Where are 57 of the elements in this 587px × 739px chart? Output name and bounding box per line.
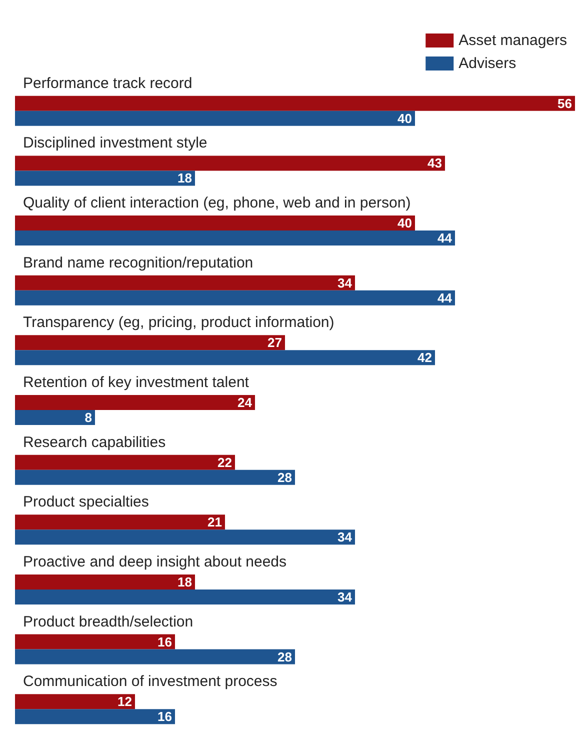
legend-label: Asset managers [458, 32, 568, 49]
bar [15, 96, 575, 111]
y-tick-label: Retention of key investment talent [23, 374, 250, 391]
data-label: 24 [238, 395, 253, 410]
data-label: 28 [278, 649, 292, 664]
bar [15, 709, 175, 724]
data-label: 18 [178, 574, 192, 590]
data-label: 42 [418, 350, 432, 366]
y-tick-label: Performance track record [23, 74, 192, 92]
bar [15, 410, 95, 425]
data-label: 40 [398, 110, 412, 126]
data-label: 27 [268, 335, 282, 350]
bar [15, 649, 295, 664]
data-label: 12 [118, 694, 132, 710]
data-label: 22 [218, 454, 232, 470]
bar [15, 110, 415, 126]
bar [15, 530, 355, 545]
y-tick-label: Proactive and deep insight about needs [23, 553, 287, 570]
y-tick-label: Research capabilities [23, 434, 166, 451]
bar [15, 350, 435, 366]
bar [15, 275, 355, 290]
bar [15, 574, 195, 590]
data-label: 28 [278, 470, 292, 485]
y-tick-label: Transparency (eg, pricing, product information) [23, 314, 334, 332]
y-tick-label: Brand name recognition/reputation [23, 254, 254, 272]
bar [15, 290, 455, 306]
data-label: 34 [338, 275, 353, 290]
bar [15, 335, 285, 350]
data-label: 40 [398, 216, 412, 231]
bar [15, 395, 255, 410]
bar [15, 589, 355, 604]
bar [15, 216, 415, 231]
bar [15, 156, 445, 171]
y-tick-label: Quality of client interaction (eg, phone, web and in person) [23, 194, 411, 212]
bar [15, 514, 225, 530]
bar [15, 470, 295, 485]
data-label: 34 [338, 589, 353, 604]
bar [15, 454, 235, 470]
data-label: 43 [428, 156, 442, 171]
data-label: 56 [558, 96, 572, 111]
legend-label: Advisers [458, 55, 516, 72]
bar [15, 634, 175, 650]
data-label: 16 [158, 709, 172, 724]
y-tick-label: Communication of investment process [23, 673, 278, 690]
data-label: 44 [438, 230, 453, 246]
data-label: 16 [158, 634, 172, 650]
bar [15, 170, 195, 186]
y-tick-label: Disciplined investment style [23, 134, 208, 152]
data-label: 18 [178, 170, 192, 186]
data-label: 8 [84, 410, 92, 425]
data-label: 44 [438, 290, 453, 306]
data-label: 21 [208, 514, 222, 530]
y-tick-label: Product specialties [23, 494, 149, 511]
bar [15, 694, 135, 710]
bar [15, 230, 455, 246]
data-label: 34 [338, 530, 353, 545]
y-tick-label: Product breadth/selection [23, 613, 194, 630]
